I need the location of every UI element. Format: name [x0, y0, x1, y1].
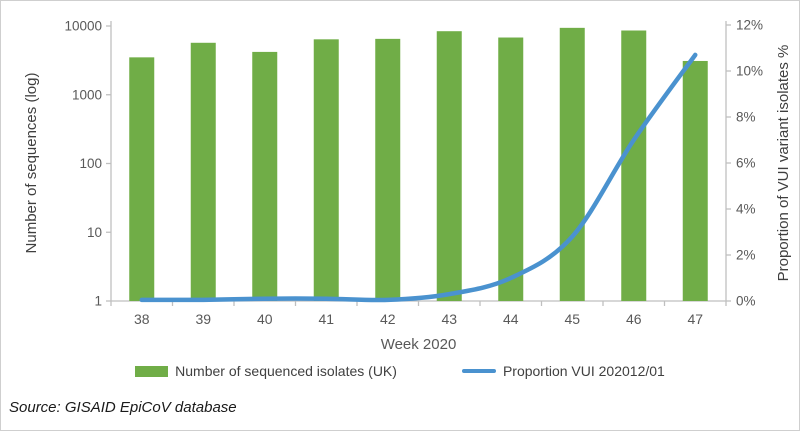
- right-axis-tick-label: 4%: [736, 202, 756, 217]
- left-axis-tick-label: 10000: [64, 19, 102, 34]
- x-axis-tick-label: 44: [503, 311, 519, 327]
- right-axis-title: Proportion of VUI variant isolates %: [775, 45, 792, 282]
- bar-week-39: [190, 42, 216, 302]
- right-axis-tick-label: 6%: [736, 156, 756, 171]
- source-note: Source: GISAID EpiCoV database: [9, 399, 237, 416]
- left-axis-tick-label: 10: [87, 225, 102, 240]
- x-axis-tick-label: 42: [380, 311, 396, 327]
- bar-series-swatch-icon: [135, 365, 169, 377]
- x-axis-tick-label: 43: [441, 311, 457, 327]
- left-axis-tick-label: 1000: [72, 87, 102, 102]
- x-axis-title: Week 2020: [381, 336, 457, 353]
- bar-week-43: [436, 31, 462, 301]
- bar-week-42: [375, 38, 401, 301]
- x-axis-tick-label: 40: [257, 311, 273, 327]
- legend-label-sequenced-isolates: Number of sequenced isolates (UK): [175, 363, 397, 379]
- right-axis-tick-label: 10%: [736, 64, 763, 79]
- x-axis-tick-label: 47: [687, 311, 703, 327]
- x-axis-tick-label: 46: [626, 311, 642, 327]
- right-axis-tick-label: 12%: [736, 18, 763, 33]
- right-axis-tick-label: 0%: [736, 294, 756, 309]
- legend-item-sequenced-isolates: Number of sequenced isolates (UK): [135, 363, 397, 379]
- right-axis-tick-label: 2%: [736, 248, 756, 263]
- legend-item-proportion-vui: Proportion VUI 202012/01: [461, 363, 665, 379]
- legend-label-proportion-vui: Proportion VUI 202012/01: [502, 363, 665, 379]
- x-axis-tick-label: 41: [318, 311, 334, 327]
- proportion-line: [139, 52, 698, 303]
- left-axis-tick-label: 100: [79, 156, 102, 171]
- bar-week-45: [559, 27, 585, 301]
- bar-week-40: [252, 51, 278, 301]
- bar-week-41: [313, 39, 339, 301]
- x-axis-tick-label: 38: [134, 311, 150, 327]
- right-axis-tick-label: 8%: [736, 110, 756, 125]
- bar-week-47: [682, 60, 708, 301]
- x-axis-tick-label: 45: [564, 311, 580, 327]
- bar-week-38: [129, 57, 155, 301]
- line-series-swatch-icon: [461, 369, 496, 373]
- bar-week-46: [621, 30, 647, 301]
- bar-week-44: [498, 37, 524, 301]
- left-axis-tick-label: 1: [94, 294, 102, 309]
- chart-legend: Number of sequenced isolates (UK) Propor…: [1, 363, 799, 379]
- left-axis-title: Number of sequences (log): [23, 73, 40, 254]
- x-axis-tick-label: 39: [195, 311, 211, 327]
